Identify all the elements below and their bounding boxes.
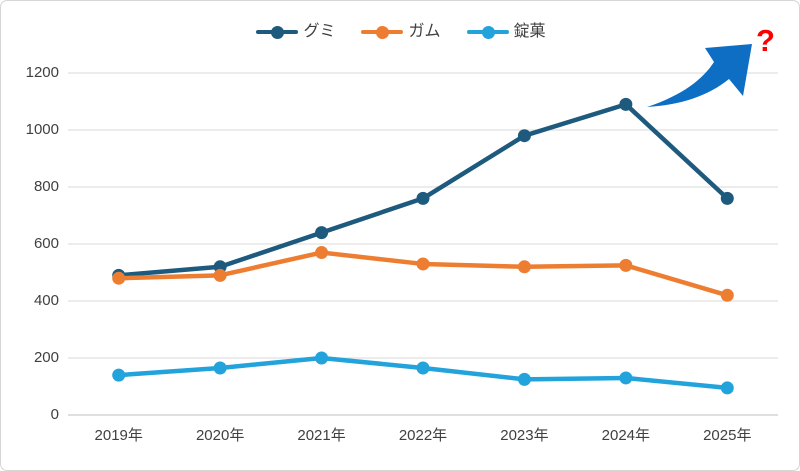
legend-label: グミ xyxy=(303,23,336,40)
legend-line-dot-icon xyxy=(361,25,404,39)
data-point xyxy=(619,258,633,272)
data-point xyxy=(517,129,531,143)
data-point xyxy=(619,371,633,385)
x-axis-label: 2021年 xyxy=(297,427,346,444)
data-point xyxy=(720,288,734,302)
y-tick-label: 600 xyxy=(33,235,59,252)
x-axis-label: 2025年 xyxy=(703,427,752,444)
gridlines xyxy=(68,72,778,416)
y-tick-label: 1200 xyxy=(25,64,59,81)
data-point xyxy=(517,372,531,386)
data-point xyxy=(315,226,329,240)
data-point xyxy=(112,368,126,382)
y-tick-label: 800 xyxy=(33,178,59,195)
legend-label: ガム xyxy=(408,23,441,40)
data-point xyxy=(720,191,734,205)
series-layer xyxy=(112,97,734,395)
data-point xyxy=(517,260,531,274)
data-point xyxy=(213,268,227,282)
data-point xyxy=(416,361,430,375)
data-point xyxy=(416,257,430,271)
y-tick-label: 1000 xyxy=(25,121,59,138)
y-tick-label: 200 xyxy=(33,349,59,366)
data-point xyxy=(213,361,227,375)
legend-item-0: グミ xyxy=(256,24,335,40)
legend-item-2: 錠菓 xyxy=(466,23,546,40)
chart-legend: グミ ガム 錠菓 xyxy=(1,19,799,45)
question-mark-annotation: ? xyxy=(756,23,775,58)
x-axis-label: 2024年 xyxy=(601,427,651,444)
x-axis-label: 2023年 xyxy=(500,427,549,444)
growth-arrow-icon xyxy=(647,44,752,107)
data-point xyxy=(315,246,329,260)
data-point xyxy=(315,351,329,365)
legend-label: 錠菓 xyxy=(513,23,546,40)
x-axis-label: 2019年 xyxy=(94,427,143,444)
data-point xyxy=(720,381,734,395)
legend-item-1: ガム xyxy=(361,23,441,40)
legend-line-dot-icon xyxy=(466,25,509,39)
y-tick-label: 0 xyxy=(50,406,59,423)
data-point xyxy=(619,97,633,111)
legend-line-dot-icon xyxy=(256,25,299,39)
x-axis-label: 2022年 xyxy=(398,427,448,444)
data-point xyxy=(112,271,126,285)
x-axis-label: 2020年 xyxy=(195,427,245,444)
y-tick-label: 400 xyxy=(33,292,59,309)
data-point xyxy=(416,191,430,205)
